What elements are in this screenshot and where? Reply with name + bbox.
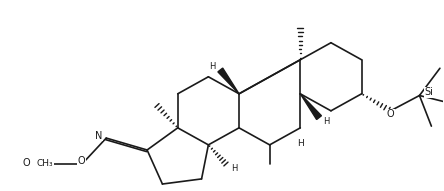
Text: CH₃: CH₃ (36, 159, 53, 168)
Polygon shape (300, 94, 321, 120)
Text: N: N (95, 131, 103, 141)
Text: O: O (78, 156, 85, 166)
Text: H: H (323, 117, 330, 125)
Text: O: O (22, 158, 30, 168)
Text: H: H (231, 164, 238, 173)
Text: H: H (297, 139, 304, 148)
Text: O: O (387, 109, 394, 119)
Polygon shape (218, 68, 239, 94)
Text: H: H (210, 62, 216, 71)
Text: Si: Si (424, 87, 433, 97)
